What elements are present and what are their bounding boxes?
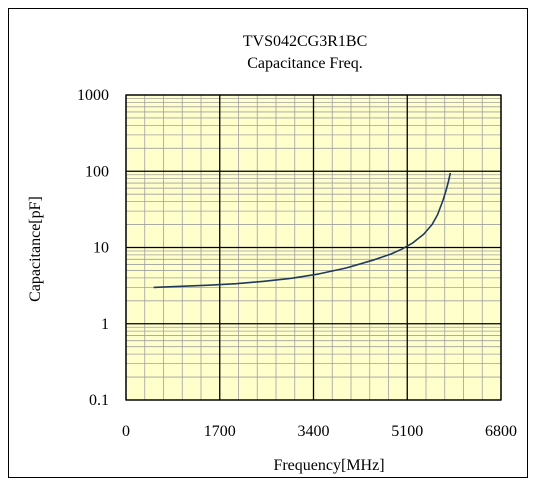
tick-layer: 0 1700 3400 5100 6800 0.1 1 10 100 1000 xyxy=(77,87,517,440)
x-tick-label: 6800 xyxy=(485,423,517,440)
x-tick-label: 0 xyxy=(122,423,130,440)
chart-title: TVS042CG3R1BC xyxy=(243,33,367,50)
y-tick-label: 10 xyxy=(93,240,109,257)
y-tick-label: 100 xyxy=(85,163,109,180)
series-line xyxy=(153,172,452,289)
series-layer xyxy=(153,172,452,289)
grid-layer xyxy=(125,94,502,401)
x-tick-label: 5100 xyxy=(391,423,423,440)
y-tick-label: 1000 xyxy=(77,87,109,104)
chart-subtitle: Capacitance Freq. xyxy=(247,55,363,72)
y-tick-label: 0.1 xyxy=(89,392,109,409)
x-tick-label: 3400 xyxy=(298,423,330,440)
chart-frame: 0 1700 3400 5100 6800 0.1 1 10 100 1000 TVS042CG3… xyxy=(8,8,528,478)
y-axis-label: Capacitance[pF] xyxy=(27,196,44,302)
capacitance-chart: 0 1700 3400 5100 6800 0.1 1 10 100 1000 TVS042CG3… xyxy=(27,33,517,474)
x-axis-label: Frequency[MHz] xyxy=(273,457,384,474)
plot-border xyxy=(125,94,502,401)
y-tick-label: 1 xyxy=(101,316,109,333)
x-tick-label: 1700 xyxy=(204,423,236,440)
